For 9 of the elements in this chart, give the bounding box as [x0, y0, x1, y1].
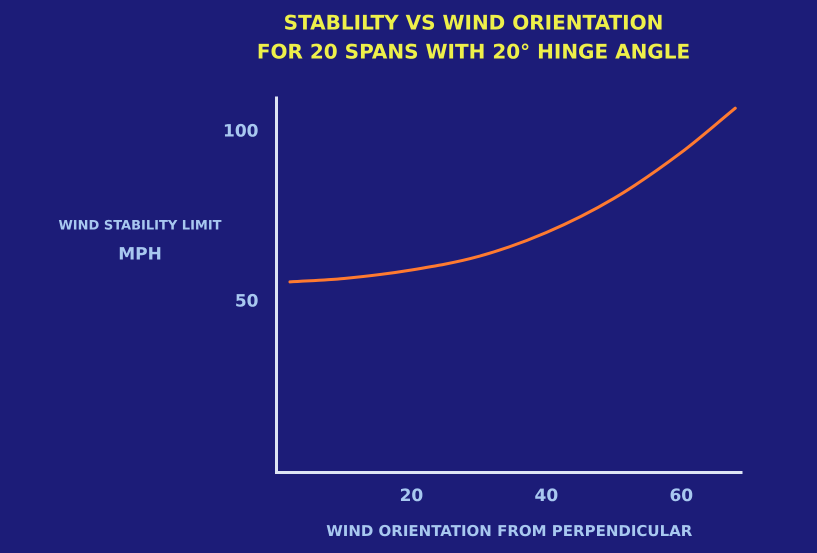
x-axis-title: WIND ORIENTATION FROM PERPENDICULAR	[326, 522, 693, 540]
y-tick-label: 50	[234, 292, 259, 312]
y-tick-label: 100	[222, 121, 259, 142]
chart-title: STABLILTY VS WIND ORIENTATION FOR 20 SPANS WITH 20° HINGE ANGLE	[256, 10, 690, 64]
x-tick-label: 60	[669, 486, 694, 506]
y-axis-title: WIND STABILITY LIMIT MPH	[58, 218, 222, 264]
line-series	[288, 106, 737, 284]
x-tick-label: 20	[400, 486, 424, 506]
x-tick-label: 40	[534, 486, 558, 506]
